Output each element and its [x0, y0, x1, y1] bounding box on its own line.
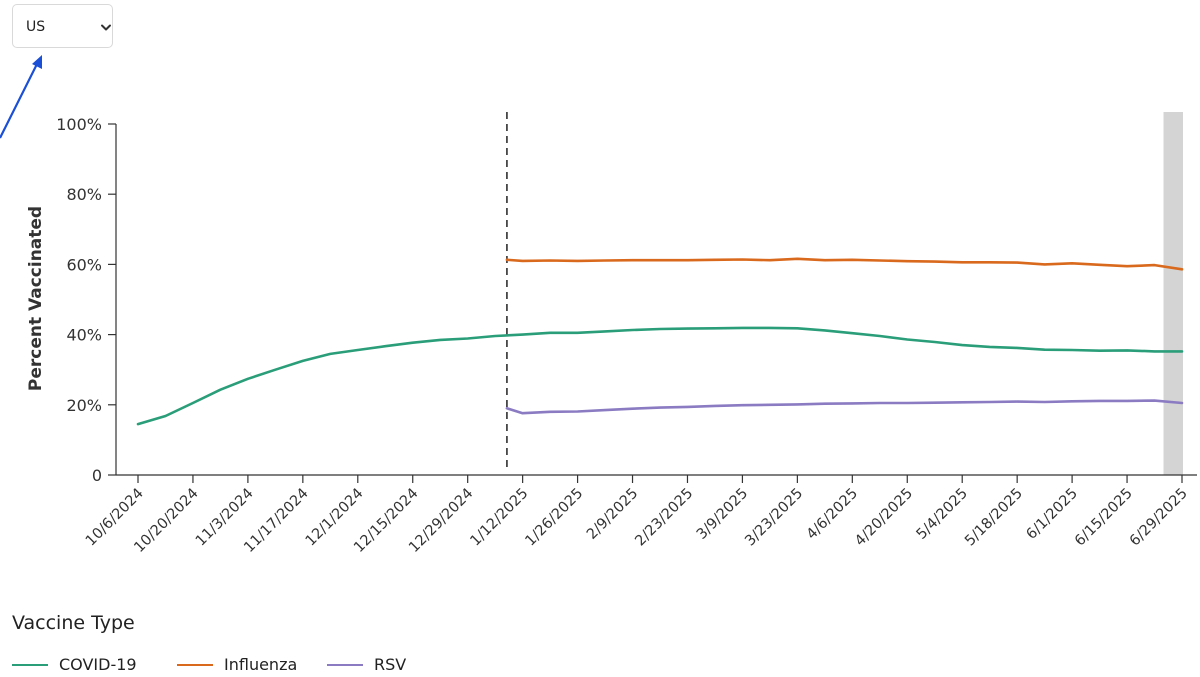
x-tick-label: 1/12/2025: [468, 486, 532, 550]
x-tick-label: 3/23/2025: [742, 486, 806, 550]
legend-swatch: [12, 664, 48, 666]
x-tick-label: 4/6/2025: [804, 486, 861, 543]
y-tick-label: 100%: [56, 115, 102, 134]
x-tick-label: 5/18/2025: [962, 486, 1026, 550]
y-tick-label: 40%: [66, 326, 102, 345]
x-tick-label: 5/4/2025: [914, 486, 971, 543]
region-select-value: US: [26, 19, 46, 35]
x-tick-label: 4/20/2025: [852, 486, 916, 550]
y-tick-label: 0: [92, 466, 102, 485]
pointer-arrow: [0, 55, 42, 139]
legend-label: Influenza: [224, 655, 298, 674]
chevron-down-icon: [101, 24, 111, 31]
legend-title: Vaccine Type: [12, 612, 135, 634]
legend-swatch: [327, 664, 363, 666]
x-tick-label: 3/9/2025: [694, 486, 751, 543]
x-tick-label: 1/26/2025: [523, 486, 587, 550]
y-tick-label: 80%: [66, 185, 102, 204]
y-axis-title: Percent Vaccinated: [26, 206, 46, 391]
region-select[interactable]: US: [12, 4, 113, 48]
legend-label: RSV: [374, 655, 407, 674]
series-line-influenza: [505, 257, 1184, 271]
x-tick-label: 6/29/2025: [1127, 486, 1191, 550]
series-line-rsv: [505, 399, 1184, 415]
legend-label: COVID-19: [59, 655, 137, 674]
x-tick-label: 2/23/2025: [632, 486, 696, 550]
legend-swatch: [177, 664, 213, 666]
x-tick-label: 6/1/2025: [1024, 486, 1081, 543]
series-line-covid-19: [136, 326, 1184, 426]
y-tick-label: 20%: [66, 396, 102, 415]
shaded-region: [1163, 112, 1183, 475]
x-tick-label: 2/9/2025: [584, 486, 641, 543]
y-tick-label: 60%: [66, 255, 102, 274]
x-tick-label: 6/15/2025: [1072, 486, 1136, 550]
